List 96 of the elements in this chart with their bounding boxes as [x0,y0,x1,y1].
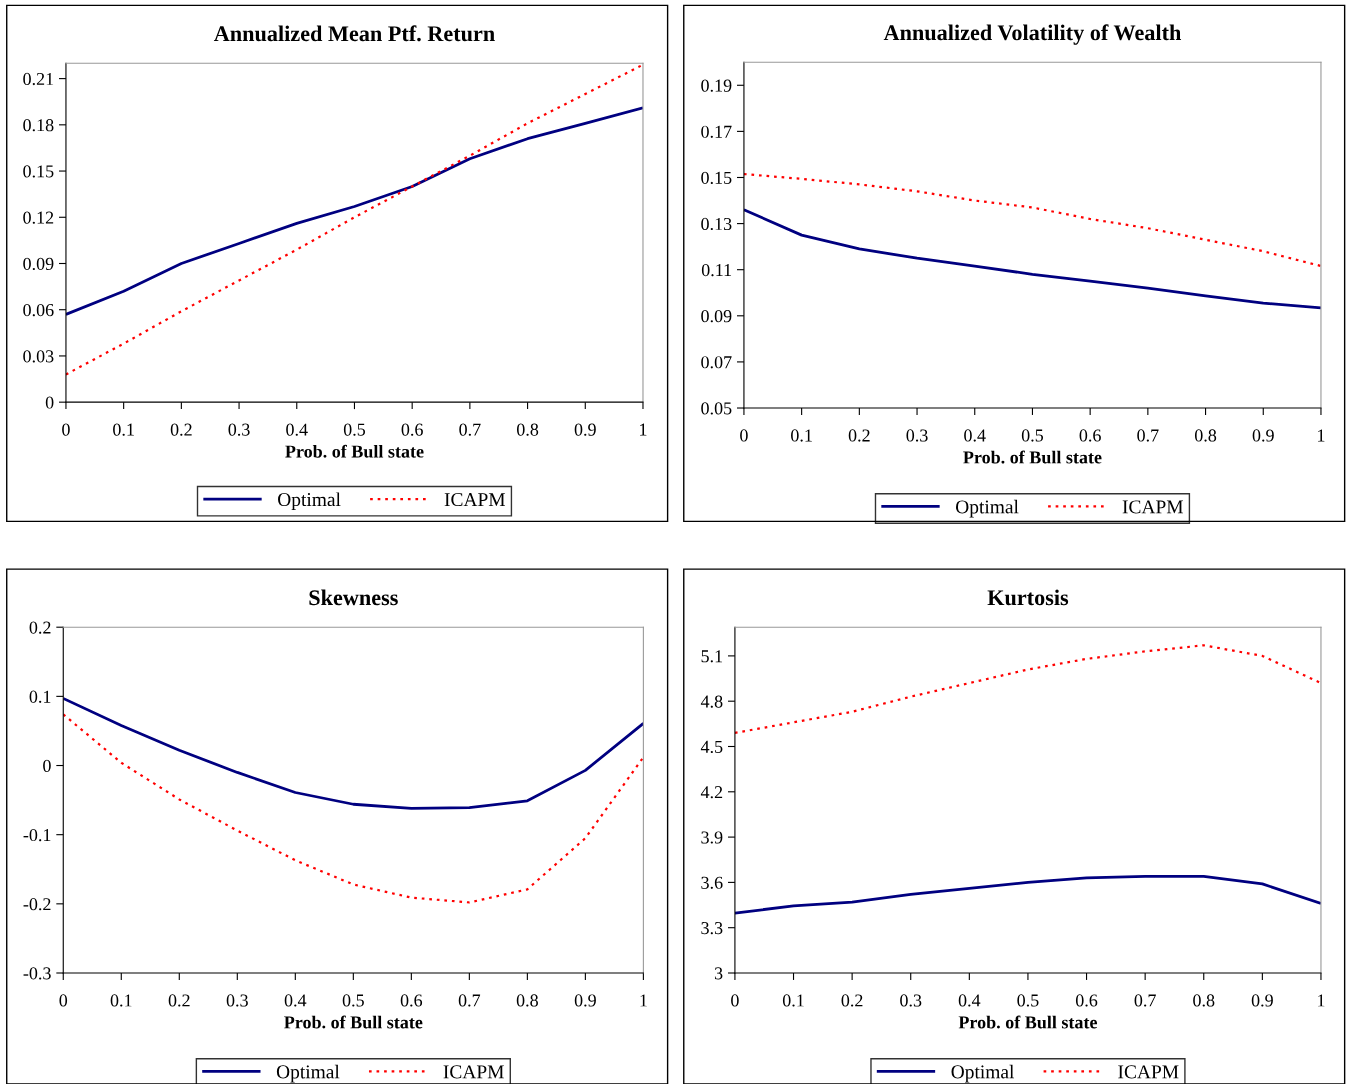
x-tick-label: 0 [62,423,70,436]
chart-title: Annualized Mean Ptf. Return [213,25,495,42]
x-tick-label: 0.8 [516,423,539,436]
x-tick-label: 0.6 [1075,994,1098,1007]
x-tick-label: 0.5 [343,423,366,436]
line-series [743,172,1321,268]
line-series [734,644,1321,735]
x-tick-label: 0.2 [841,994,863,1007]
x-tick-label: 0.4 [964,429,986,442]
x-tick-label: 0.4 [286,423,308,436]
x-tick-label: 0.8 [1194,429,1217,442]
y-tick-label: 0 [43,759,51,772]
x-tick-label: 0.5 [342,994,364,1007]
y-tick-label: 0.17 [701,125,732,138]
line-series [63,697,644,810]
x-tick-label: 0 [59,994,68,1007]
x-tick-label: 0.4 [958,994,981,1007]
legend-label: ICAPM [444,493,506,507]
chart-title: Kurtosis [987,589,1069,606]
x-tick-label: 0.4 [284,994,307,1007]
y-tick-label: 0.18 [23,119,54,132]
x-tick-label: 0.1 [791,429,812,442]
legend-label: Optimal [278,492,341,511]
x-axis-title: Prob. of Bull state [285,444,424,458]
y-tick-label: 0.1 [29,690,51,703]
x-tick-label: 0.9 [574,994,596,1007]
x-tick-label: 0.6 [400,994,423,1007]
x-tick-label: 0.1 [113,423,134,436]
y-tick-label: 3.9 [701,831,723,844]
y-tick-label: 4.5 [700,740,723,754]
x-tick-label: 0.2 [170,423,192,436]
line-series [743,208,1321,310]
y-tick-label: 0.03 [23,350,54,363]
x-axis-title: Prob. of Bull state [284,1015,423,1029]
y-tick-label: -0.1 [23,828,51,842]
y-tick-label: 0.09 [701,310,732,323]
y-tick-label: 0.06 [23,303,54,317]
x-tick-label: 0.7 [1137,429,1159,442]
x-tick-label: 1 [1318,994,1325,1007]
x-axis-title: Prob. of Bull state [963,450,1102,464]
x-tick-label: 0.7 [459,423,481,436]
x-tick-label: 0.1 [110,994,132,1007]
y-tick-label: 0.19 [701,79,732,92]
x-tick-label: 0.9 [574,423,596,436]
legend-label: Optimal [951,1064,1015,1083]
line-series [63,713,644,904]
legend-label: ICAPM [1118,1065,1179,1079]
y-tick-label: 0.12 [23,211,54,224]
y-tick-label: 0.11 [701,263,732,277]
y-tick-label: 0.07 [701,356,732,369]
x-tick-label: 0.1 [782,994,804,1007]
x-tick-label: 0.6 [401,423,423,436]
y-tick-label: 3.3 [701,922,723,935]
x-tick-label: 0.9 [1251,994,1273,1007]
line-series [734,874,1321,915]
line-series [65,106,643,316]
x-tick-label: 0.2 [168,994,190,1007]
x-tick-label: 0.7 [458,994,481,1007]
x-tick-label: 1 [1318,429,1325,442]
legend-label: Optimal [276,1064,340,1083]
x-tick-label: 0.3 [900,994,922,1007]
x-tick-label: 0.3 [226,994,248,1007]
y-tick-label: 0.15 [23,165,54,178]
legend-label: ICAPM [1122,500,1184,514]
y-tick-label: -0.2 [23,898,51,911]
legend-label: Optimal [956,499,1019,518]
x-tick-label: 0.3 [906,429,928,442]
x-tick-label: 0.6 [1079,429,1101,442]
x-axis-title: Prob. of Bull state [958,1015,1098,1029]
x-tick-label: 0.9 [1252,429,1274,442]
chart-title: Skewness [309,589,398,606]
x-tick-label: 0.5 [1021,429,1044,442]
y-tick-label: 0.21 [23,72,54,86]
y-tick-label: -0.3 [23,967,51,980]
y-tick-label: 0 [45,396,54,409]
y-tick-label: 0.13 [701,217,732,231]
legend-label: ICAPM [443,1065,504,1079]
x-tick-label: 1 [640,994,647,1007]
y-tick-label: 3.6 [701,876,723,889]
x-tick-label: 0.5 [1017,994,1039,1007]
x-tick-label: 0.3 [228,423,250,436]
y-tick-label: 0.09 [23,257,54,271]
x-tick-label: 1 [640,423,647,436]
y-tick-label: 0.2 [29,621,51,634]
x-tick-label: 0.7 [1134,994,1156,1007]
y-tick-label: 0.15 [701,171,732,185]
chart-title: Annualized Volatility of Wealth [883,24,1182,45]
x-tick-label: 0 [740,429,748,442]
x-tick-label: 0.8 [1193,994,1215,1007]
y-tick-label: 5.1 [701,650,723,663]
y-tick-label: 0.05 [701,402,732,415]
y-tick-label: 3 [714,967,723,980]
x-tick-label: 0.8 [516,994,538,1007]
x-tick-label: 0.2 [848,429,870,442]
y-tick-label: 4.8 [700,695,723,708]
y-tick-label: 4.2 [700,786,723,799]
